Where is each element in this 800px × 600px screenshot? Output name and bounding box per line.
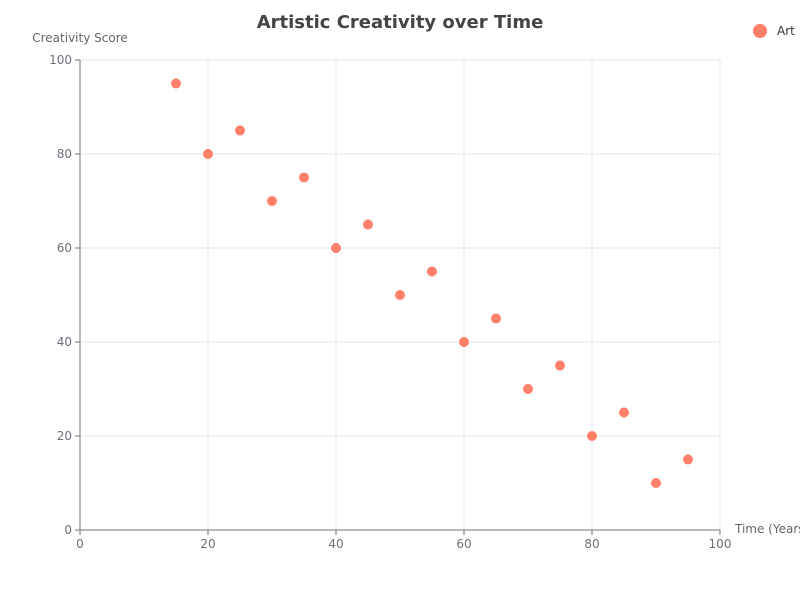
x-tick-label: 80 [584,537,599,551]
data-point[interactable] [619,407,629,418]
data-point[interactable] [427,266,437,277]
x-axis-label: Time (Years) [734,522,800,536]
data-point[interactable] [683,454,693,465]
data-point[interactable] [395,290,405,300]
y-tick-label: 80 [57,147,72,161]
data-point[interactable] [491,313,501,324]
data-point[interactable] [171,78,181,89]
data-point[interactable] [267,196,277,206]
x-tick-label: 0 [76,537,84,551]
legend-marker-art [753,24,767,38]
y-tick-label: 100 [49,53,72,67]
x-tick-label: 60 [456,537,471,551]
tick-labels: 0 20 40 60 80 100 0 20 40 60 80 100 [49,53,731,551]
data-point[interactable] [299,172,309,183]
chart-title: Artistic Creativity over Time [257,12,544,33]
data-point[interactable] [235,125,245,136]
data-point[interactable] [331,243,341,253]
legend-label-art: Art [777,24,795,38]
grid-lines [80,59,721,530]
data-point[interactable] [555,360,565,371]
y-tick-label: 60 [57,241,72,255]
data-point[interactable] [651,478,661,488]
x-tick-label: 20 [200,537,215,551]
legend[interactable]: Art [753,24,795,38]
data-point[interactable] [203,149,213,159]
y-tick-label: 0 [64,523,72,537]
x-tick-label: 40 [328,537,343,551]
y-tick-label: 20 [57,429,72,443]
data-point[interactable] [523,384,533,394]
data-point[interactable] [363,219,373,230]
y-tick-label: 40 [57,335,72,349]
x-tick-label: 100 [709,537,732,551]
data-points [171,78,693,488]
y-axis-label: Creativity Score [32,31,128,45]
axes [75,59,721,535]
data-point[interactable] [587,431,597,441]
data-point[interactable] [459,337,469,347]
